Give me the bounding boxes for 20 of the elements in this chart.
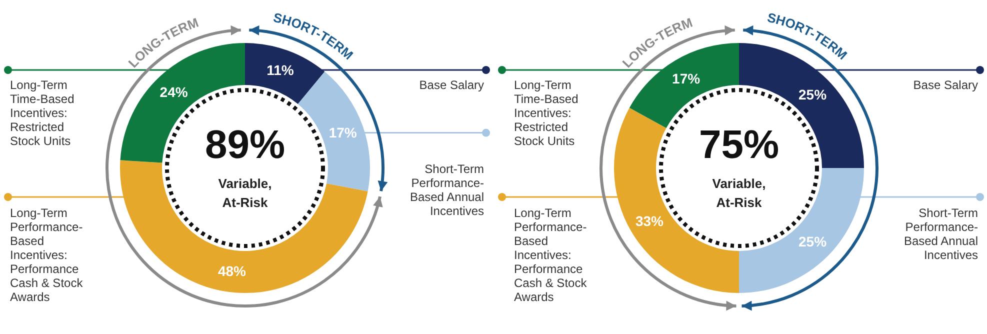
legend-label: Long-Term Time-Based Incentives: Restricted Stock Units bbox=[514, 78, 580, 148]
data-label: 25% bbox=[798, 233, 828, 250]
data-label: 11% bbox=[266, 62, 294, 78]
slice-label: Short-Term Performance-Based Annual Incentives bbox=[408, 162, 484, 218]
legend-label: Base Salary bbox=[418, 78, 484, 92]
legend-label: Long-Term Performance-Based Incentives: Performance Cash & Stock Awards bbox=[514, 206, 588, 304]
legend-label: Base Salary bbox=[912, 78, 978, 92]
text: Variable, At-Risk bbox=[711, 175, 767, 212]
text: Variable, At-Risk bbox=[217, 175, 273, 212]
data-label: 48% bbox=[218, 263, 247, 280]
text: 75% bbox=[698, 123, 780, 167]
data-label: 17% bbox=[328, 124, 358, 141]
data-label: 33% bbox=[635, 212, 664, 229]
data-label: 24% bbox=[160, 84, 188, 100]
data-label: 25% bbox=[798, 86, 828, 102]
legend-label: Short-Term Performance-Based Annual Incentives bbox=[902, 206, 978, 262]
legend-label: Long-Term Performance-Based Incentives: Performance Cash & Stock Awards bbox=[10, 206, 84, 304]
text: 89% bbox=[204, 123, 286, 167]
legend-label: Long-Term Time-Based Incentives: Restricted Stock Units bbox=[10, 78, 76, 148]
data-label: 17% bbox=[672, 70, 701, 86]
